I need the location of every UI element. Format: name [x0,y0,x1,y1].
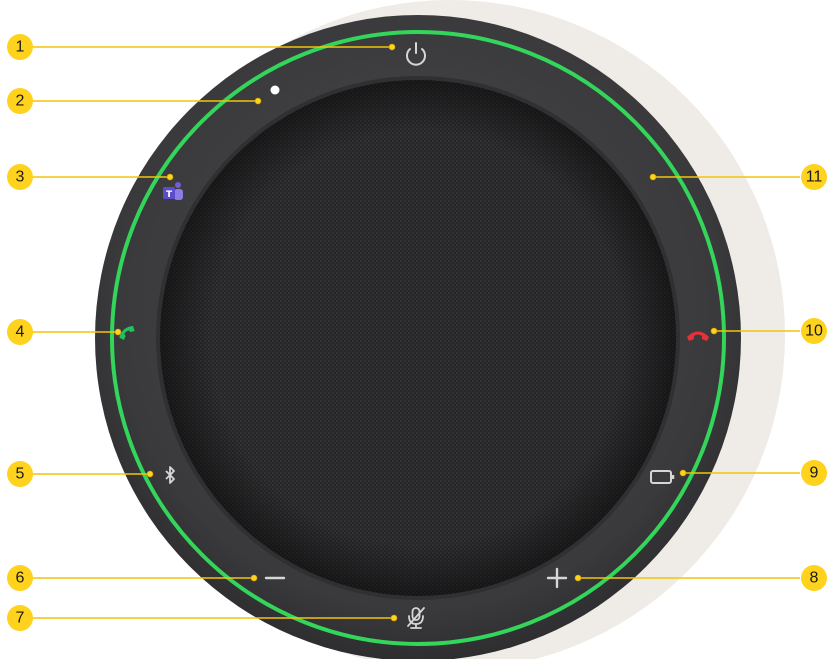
svg-text:8: 8 [810,570,819,587]
callout-badge-10: 10 [801,318,827,344]
volume-up-icon[interactable] [546,567,568,589]
status-led-icon [270,85,280,95]
callout-badge-8: 8 [801,565,827,591]
callout-badge-6: 6 [7,565,33,591]
svg-text:9: 9 [810,465,819,482]
svg-text:7: 7 [16,610,25,627]
callout-badge-1: 1 [7,34,33,60]
svg-text:5: 5 [16,466,25,483]
callout-badge-5: 5 [7,461,33,487]
svg-text:11: 11 [806,169,823,186]
svg-text:T: T [166,190,173,200]
mute-microphone-icon[interactable] [407,607,425,629]
battery-icon [650,470,675,484]
grille-shade [160,80,676,596]
bluetooth-icon[interactable] [165,466,175,484]
power-icon[interactable] [406,42,426,66]
svg-text:2: 2 [16,93,25,110]
svg-text:1: 1 [16,39,25,56]
svg-text:6: 6 [16,570,25,587]
callout-badge-7: 7 [7,605,33,631]
led-ring [110,30,726,646]
callout-badge-3: 3 [7,164,33,190]
svg-text:4: 4 [16,324,25,341]
callout-dots [114,43,718,622]
svg-text:3: 3 [16,169,25,186]
svg-text:10: 10 [805,323,823,340]
answer-call-icon[interactable] [117,324,136,342]
callout-badge-9: 9 [801,460,827,486]
callout-badge-11: 11 [801,164,827,190]
callout-lines [32,46,800,619]
teams-icon[interactable]: T [163,182,183,200]
callout-badge-4: 4 [7,319,33,345]
callout-badge-2: 2 [7,88,33,114]
end-call-icon[interactable] [687,331,709,342]
